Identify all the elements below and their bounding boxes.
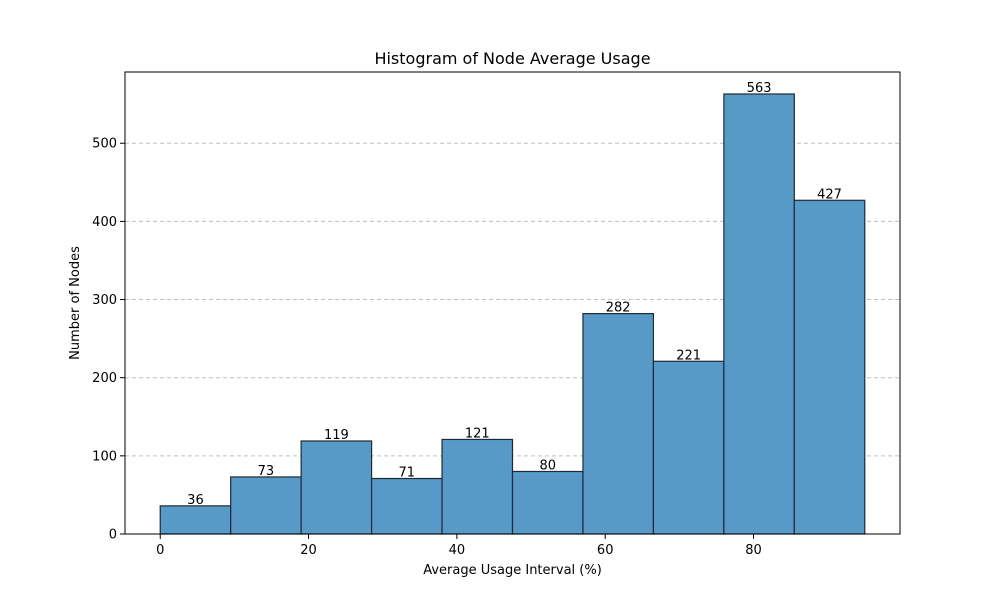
bar-value-label-5: 80	[539, 458, 556, 473]
x-tick-label-4: 80	[745, 543, 762, 558]
histogram-bar-8	[723, 93, 795, 535]
bars	[159, 93, 866, 535]
bar-value-label-6: 282	[606, 301, 631, 316]
x-axis-ticks: 0 20 40 60 80	[156, 534, 762, 558]
y-tick-label-1: 100	[92, 449, 117, 464]
histogram-bar-9	[793, 199, 866, 535]
y-tick-label-4: 400	[92, 215, 117, 230]
histogram-bar-3	[370, 477, 443, 535]
x-tick-label-0: 0	[156, 543, 164, 558]
x-tick-label-2: 40	[449, 543, 466, 558]
y-axis-label: Number of Nodes	[68, 246, 83, 360]
bar-value-label-2: 119	[324, 428, 349, 443]
chart-title: Histogram of Node Average Usage	[374, 49, 650, 68]
bar-value-label-9: 427	[817, 187, 842, 202]
x-tick-label-1: 20	[300, 543, 317, 558]
y-axis-ticks: 0 100 200 300 400 500	[92, 137, 125, 543]
bar-value-label-0: 36	[187, 493, 204, 508]
bar-value-label-8: 563	[747, 81, 772, 96]
y-tick-label-5: 500	[92, 137, 117, 152]
histogram-bar-1	[230, 476, 302, 535]
histogram-bar-0	[159, 505, 232, 535]
x-tick-label-3: 60	[597, 543, 614, 558]
histogram-bar-7	[652, 360, 725, 535]
bar-value-labels: 36 73 119 71 121 80 282 221 563 427	[187, 81, 842, 508]
histogram-bar-2	[300, 440, 373, 535]
histogram-bar-6	[582, 313, 655, 535]
bar-value-label-7: 221	[676, 348, 701, 363]
histogram-bar-5	[511, 470, 584, 535]
y-tick-label-3: 300	[92, 293, 117, 308]
plot-area-frame	[124, 71, 901, 535]
y-tick-label-2: 200	[92, 371, 117, 386]
x-axis-label: Average Usage Interval (%)	[423, 563, 602, 578]
bar-value-label-1: 73	[258, 464, 275, 479]
bar-value-label-4: 121	[465, 426, 490, 441]
histogram-bar-4	[441, 438, 514, 535]
bar-value-label-3: 71	[399, 466, 416, 481]
y-tick-label-0: 0	[109, 528, 117, 543]
